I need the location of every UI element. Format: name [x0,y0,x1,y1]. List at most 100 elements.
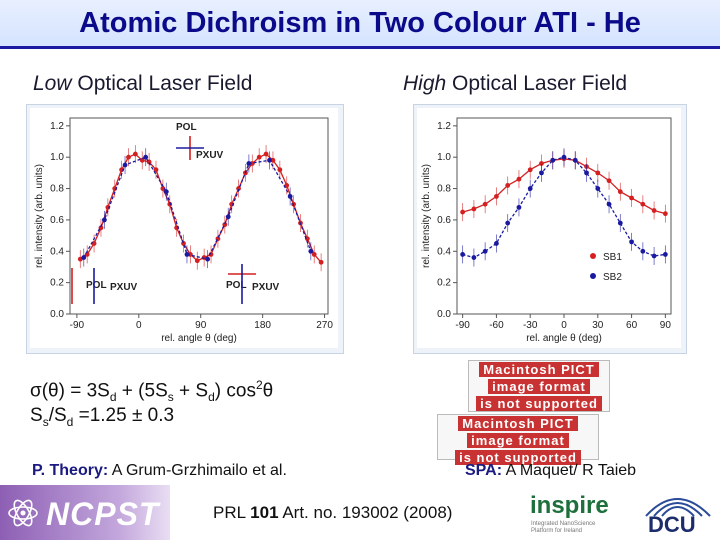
pict-line-2b: image format [467,433,569,448]
data-point [640,201,646,207]
data-point [246,161,252,166]
eq1-sup: 2 [255,378,263,392]
inspire-tagline: Integrated NanoScience Platform for Irel… [531,521,596,534]
data-point [270,157,276,163]
data-point [482,201,488,207]
theory-label: P. Theory: [32,462,109,479]
data-point [91,241,97,246]
polarization-label: PXUV [196,150,224,161]
data-point [267,157,272,163]
inspire-logo: inspire [530,492,609,519]
data-point [277,167,283,173]
y-tick-label: 0.4 [437,246,451,257]
data-point [122,162,128,168]
spa-label: SPA: [465,462,503,479]
data-point [143,154,149,160]
pict-line-3b: is not supported [455,450,581,465]
left-subtitle: Low Optical Laser Field [33,72,252,96]
data-point [505,183,511,188]
data-point [516,176,522,182]
data-point [188,252,193,257]
dcu-logo-text: DCU [648,512,696,537]
ref-volume: 101 [250,503,279,522]
data-point [550,157,556,163]
data-point [516,204,522,210]
right-subtitle-rest: Optical Laser Field [446,72,628,95]
series-line [83,156,312,260]
data-point [471,255,477,260]
legend-marker [590,273,596,279]
slide-title: Atomic Dichroism in Two Colour ATI - He [0,0,720,49]
y-axis-label: rel. intensity (arb. units) [421,164,432,268]
ref-suffix: Art. no. 193002 (2008) [278,503,453,522]
x-tick-label: 270 [316,320,333,331]
data-point [460,209,466,215]
eq1-part-a: σ(θ) = 3S [30,380,110,402]
right-chart: -90 -60 -30 0 30 60 90 0.0 0.2 0.4 0.6 0.8 1.0 1.2 rel… [417,108,681,348]
data-point [527,186,533,191]
y-tick-label: 0.6 [437,215,451,226]
x-tick-label: 90 [660,320,672,331]
y-tick-label: 1.0 [437,152,451,163]
eq1-part-b: + (5S [116,380,168,402]
left-subtitle-emphasis: Low [33,72,72,95]
polarization-label: POL [226,280,247,291]
legend-label: SB2 [603,272,622,283]
eq1-sub-2: s [167,390,174,405]
data-point [263,151,269,157]
data-point [194,258,200,264]
data-point [662,211,668,217]
data-point [651,253,657,259]
y-tick-label: 0.0 [50,309,64,320]
pict-line-1b: Macintosh PICT [458,416,578,431]
x-axis-label: rel. angle θ (deg) [161,333,237,344]
data-point [629,239,634,245]
x-tick-label: 90 [195,320,207,331]
ncpst-logo-text: NCPST [46,496,160,532]
y-tick-label: 0.6 [50,215,64,226]
plot-area [69,117,329,315]
data-point [629,195,634,201]
data-point [256,154,262,160]
data-point [84,252,90,257]
spa-credit: SPA: A Maquet/ R Taieb [465,462,636,480]
data-point [606,178,612,184]
data-point [471,206,477,212]
left-chart: -90 0 90 180 270 0.0 0.2 0.4 0.6 0.8 1.0 1.2 rel. an… [30,108,338,348]
right-subtitle-emphasis: High [403,72,447,95]
x-tick-label: 60 [626,320,638,331]
right-subtitle: High Optical Laser Field [403,72,627,96]
x-tick-label: -90 [70,320,85,331]
data-point [617,220,623,226]
y-tick-label: 0.4 [50,246,64,257]
polarization-label: PXUV [110,282,138,293]
data-point [505,220,511,226]
series-line [79,153,322,263]
x-tick-label: -60 [489,320,504,331]
eq2-part-c: =1.25 ± 0.3 [73,405,175,426]
ncpst-banner [0,485,170,540]
eq1-part-d: ) cos [214,380,256,402]
x-tick-label: 0 [561,320,567,331]
eq1-sub-3: d [208,390,215,405]
x-tick-label: 180 [254,320,271,331]
data-point [287,194,293,199]
data-point [572,157,578,163]
data-point [460,252,466,257]
data-point [284,183,290,188]
data-point [163,189,169,195]
pict-line-2: image format [488,379,590,394]
pict-placeholder-2: Macintosh PICT image format is not suppo… [437,414,599,465]
data-point [132,151,138,157]
data-point [617,189,623,195]
y-tick-label: 0.2 [437,278,451,289]
data-point [205,256,211,262]
data-point [527,167,533,173]
data-point [595,170,601,176]
data-point [640,248,646,254]
theory-text: A Grum-Grzhimailo et al. [108,462,287,479]
cross-section-equation: σ(θ) = 3Sd + (5Ss + Sd) cos2θ [30,378,273,404]
theory-credit: P. Theory: A Grum-Grzhimailo et al. [32,462,287,480]
data-point [595,186,601,191]
data-point [561,154,567,160]
